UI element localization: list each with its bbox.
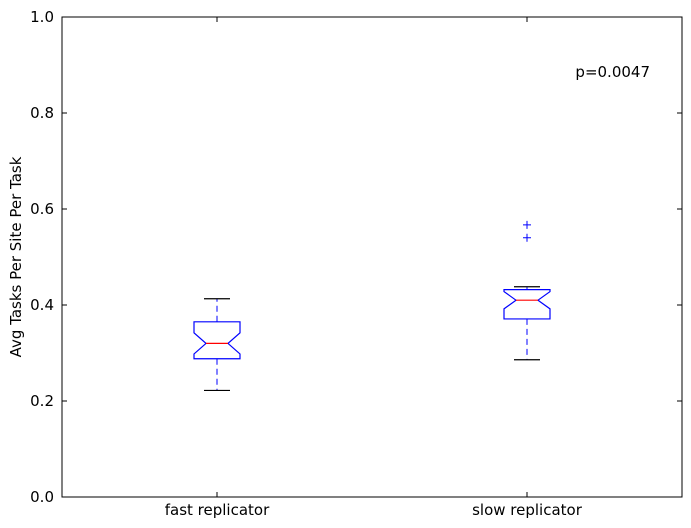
box-group [503,220,551,361]
notched-box [503,289,551,320]
y-tick-label: 0.0 [30,488,54,506]
y-axis-title: Avg Tasks Per Site Per Task [7,156,25,357]
x-tick-label: slow replicator [472,501,583,519]
y-tick-label: 0.4 [30,296,54,314]
notched-box [193,321,241,360]
plot-area [193,220,551,392]
x-tick-label: fast replicator [165,501,270,519]
axis-ticks: 0.0 0.2 0.4 0.6 0.8 1.0 fast replicator slow re… [30,8,682,519]
y-tick-label: 0.6 [30,200,54,218]
p-value-annotation: p=0.0047 [575,63,650,81]
flier-point [523,220,531,229]
y-tick-label: 0.8 [30,104,54,122]
flier-point [523,233,531,242]
box-group [193,298,241,392]
y-tick-label: 1.0 [30,8,54,26]
y-tick-label: 0.2 [30,392,54,410]
axes-frame [61,16,683,498]
